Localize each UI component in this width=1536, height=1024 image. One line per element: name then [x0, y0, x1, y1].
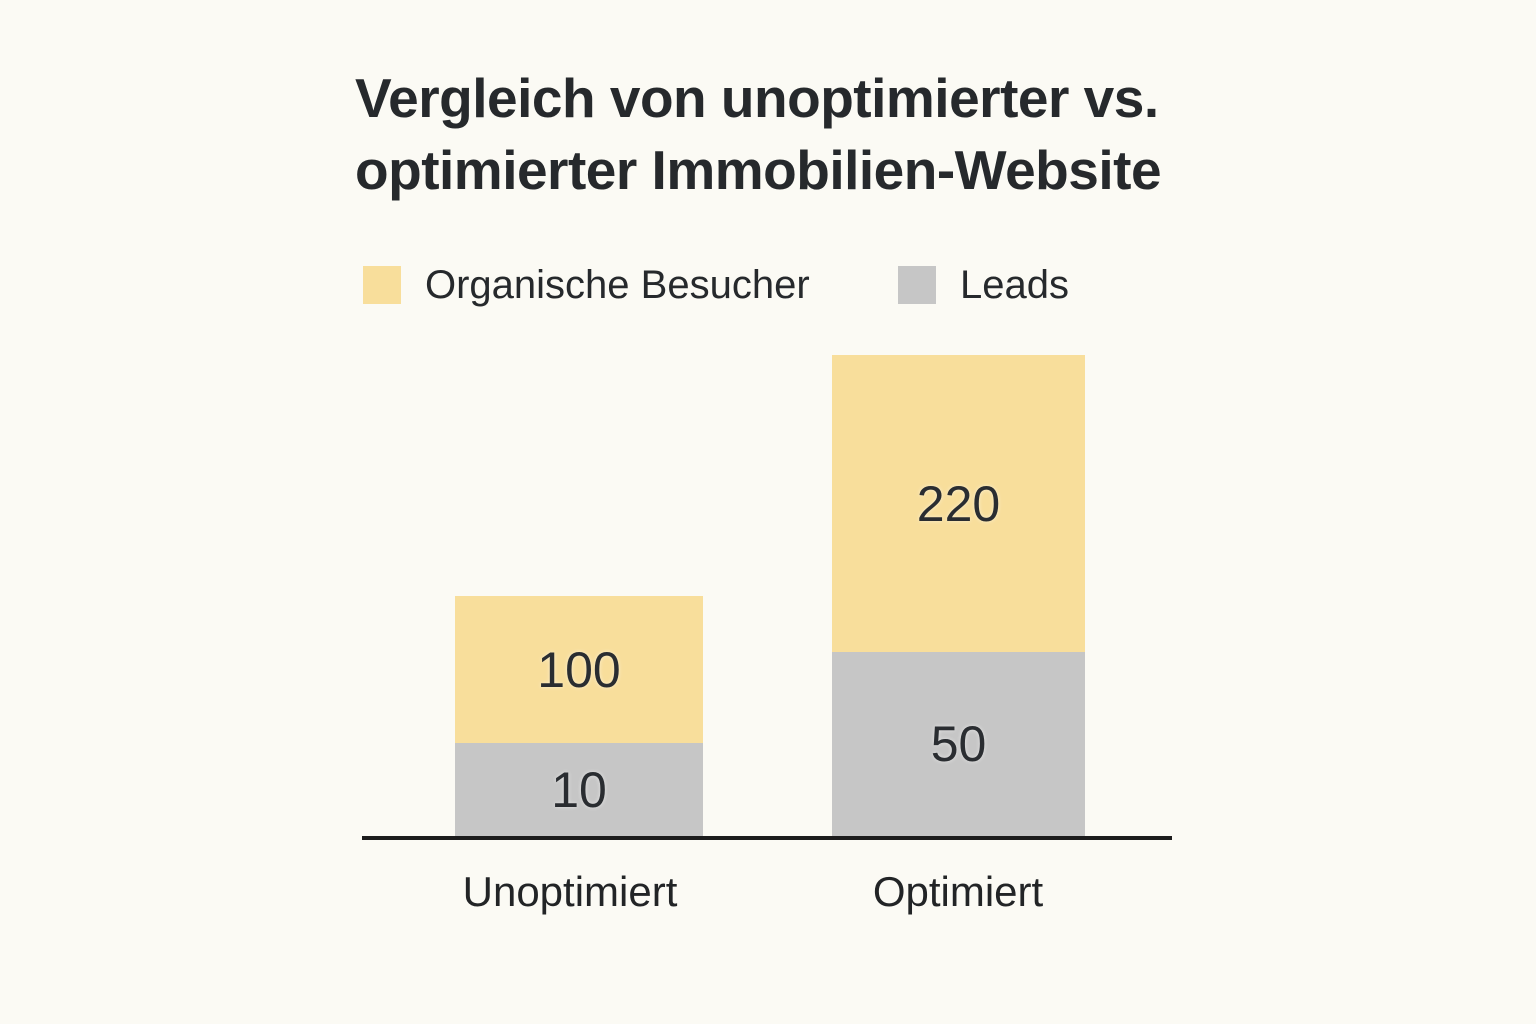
legend-item-leads: Leads	[898, 262, 1069, 307]
x-axis-baseline	[362, 836, 1172, 840]
axis-label-optimiert: Optimiert	[872, 868, 1044, 915]
legend-swatch-leads-icon	[898, 266, 936, 304]
page-title: Vergleich von unoptimierter vs. optimier…	[355, 62, 1162, 206]
page-title-line1: Vergleich von unoptimierter vs.	[355, 67, 1159, 129]
bar-optimiert-segment-organische-besucher: 220	[832, 355, 1085, 652]
bar-unoptimiert-segment-leads: 10	[455, 743, 703, 836]
legend-label-organische-besucher: Organische Besucher	[425, 262, 810, 307]
bar-optimiert-segment-leads: 50	[832, 652, 1085, 836]
legend-swatch-organische-besucher-icon	[363, 266, 401, 304]
bar-unoptimiert-segment-organische-besucher: 100	[455, 596, 703, 743]
axis-label-unoptimiert: Unoptimiert	[462, 868, 678, 915]
value-label-optimiert-leads: 50	[930, 716, 987, 772]
page-title-line2: optimierter Immobilien-Website	[355, 139, 1162, 201]
value-label-optimiert-organische-besucher: 220	[916, 475, 1001, 532]
legend-item-organische-besucher: Organische Besucher	[363, 262, 810, 307]
legend-label-leads: Leads	[960, 262, 1069, 307]
value-label-unoptimiert-leads: 10	[551, 761, 607, 818]
value-label-unoptimiert-organische-besucher: 100	[537, 641, 621, 698]
